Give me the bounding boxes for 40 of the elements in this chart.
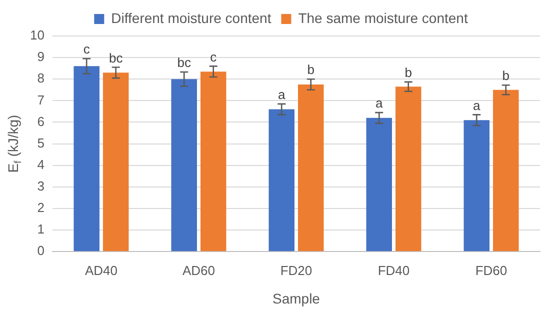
data-label: a xyxy=(278,86,286,102)
data-label: a xyxy=(473,98,482,113)
y-tick-label: 1 xyxy=(37,222,44,237)
bar xyxy=(366,118,392,252)
y-tick-label: 5 xyxy=(37,135,44,150)
x-tick-label: FD60 xyxy=(475,262,508,278)
x-axis-title: Sample xyxy=(272,290,320,306)
bar xyxy=(171,79,197,252)
legend-label: The same moisture content xyxy=(298,10,468,26)
data-label: b xyxy=(404,65,412,80)
y-tick-label: 4 xyxy=(37,156,44,172)
data-label: c xyxy=(83,42,90,57)
y-tick-label: 10 xyxy=(30,28,44,43)
bar xyxy=(464,120,490,252)
x-tick-label: FD20 xyxy=(280,262,312,278)
y-tick-label: 2 xyxy=(37,200,44,216)
data-label: bc xyxy=(108,50,124,66)
data-label: c xyxy=(210,49,218,64)
data-label: b xyxy=(502,68,510,84)
y-tick-label: 0 xyxy=(37,243,44,258)
bar xyxy=(268,109,294,252)
bar xyxy=(493,90,519,252)
data-label: bc xyxy=(177,55,192,70)
data-label: b xyxy=(307,62,314,78)
x-tick-label: AD60 xyxy=(182,262,215,278)
x-tick-label: FD40 xyxy=(378,262,410,278)
y-axis-title: Ef (kJ/kg) xyxy=(4,114,24,173)
y-tick-label: 9 xyxy=(37,49,44,64)
y-tick-label: 8 xyxy=(37,70,44,86)
legend-label: Different moisture content xyxy=(111,10,272,26)
bar xyxy=(74,66,100,252)
bar xyxy=(200,72,226,252)
y-tick-label: 3 xyxy=(37,178,44,194)
y-tick-label: 6 xyxy=(37,114,44,129)
bar xyxy=(298,84,324,252)
data-label: a xyxy=(375,96,384,111)
bar xyxy=(102,72,129,252)
bar xyxy=(395,86,422,252)
x-tick-label: AD40 xyxy=(84,262,118,278)
y-tick-label: 7 xyxy=(37,92,44,108)
